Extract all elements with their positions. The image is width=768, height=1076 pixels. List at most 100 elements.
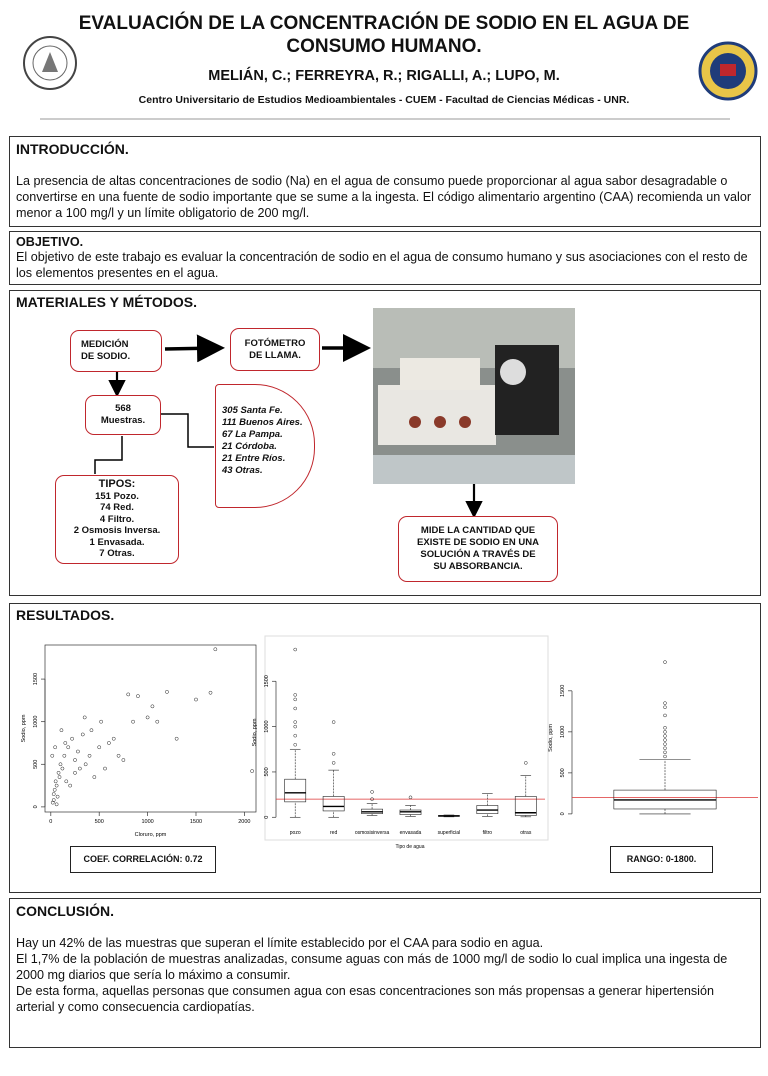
outlier	[293, 697, 297, 702]
header-graphics	[23, 36, 758, 120]
point	[99, 719, 103, 724]
x-tick-label: otras	[520, 830, 532, 836]
outlier	[663, 754, 667, 759]
line: 151 Pozo.	[95, 490, 139, 502]
point	[121, 758, 126, 762]
point	[126, 692, 131, 697]
affiliation: Centro Universitario de Estudios Medioam…	[138, 94, 630, 106]
paragraph: El 1,7% de la población de muestras anal…	[16, 952, 728, 982]
point	[53, 745, 58, 750]
x-tick-label: 0	[49, 819, 52, 825]
y-tick-label: 1500	[560, 685, 566, 697]
outlier	[663, 705, 667, 709]
outlier	[663, 742, 667, 746]
line: 67 La Pampa.	[222, 429, 283, 440]
point	[73, 770, 77, 775]
outlier	[663, 713, 667, 718]
x-tick-label: osmosisinversa	[355, 830, 390, 836]
x-tick-label: 1500	[190, 819, 202, 825]
x-tick-label: 2000	[238, 819, 250, 825]
outlier	[663, 725, 667, 730]
y-tick-label: 0	[33, 805, 39, 808]
x-tick-label: pozo	[290, 830, 301, 836]
point	[73, 758, 77, 762]
outlier	[331, 720, 336, 724]
outlier	[293, 720, 297, 724]
y-tick-label: 0	[560, 812, 566, 815]
paragraph: De esta forma, aquellas personas que con…	[16, 984, 714, 1014]
range-note: RANGO: 0-1800.	[610, 846, 713, 873]
x-tick-label: 1000	[141, 819, 153, 825]
panel-frame	[264, 635, 549, 841]
correlation-note: COEF. CORRELACIÓN: 0.72	[70, 846, 216, 873]
flow-arrows	[94, 334, 483, 519]
point	[59, 728, 64, 733]
paragraph: La presencia de altas concentraciones de…	[16, 174, 752, 220]
point	[116, 753, 121, 758]
line: 305 Santa Fe.	[222, 405, 283, 416]
x-tick-label: 500	[95, 819, 104, 825]
point	[62, 753, 67, 758]
x-tick-label: envasada	[400, 830, 422, 836]
outlier	[663, 660, 667, 664]
heading: OBJETIVO.	[16, 235, 84, 249]
y-axis-label: Sodio, ppm	[548, 724, 554, 752]
heading: CONCLUSIÓN.	[16, 903, 114, 919]
outlier	[663, 738, 667, 742]
point	[92, 775, 97, 779]
point	[76, 749, 80, 754]
x-axis-label: Tipo de agua	[395, 844, 424, 850]
outlier	[331, 752, 336, 756]
point	[174, 736, 179, 741]
point	[111, 736, 116, 741]
y-tick-label: 500	[264, 767, 270, 776]
line: 568	[115, 403, 131, 414]
outlier	[663, 746, 667, 751]
box	[322, 796, 345, 812]
point	[51, 792, 56, 796]
x-axis-label: Cloruro, ppm	[135, 832, 167, 838]
y-tick-label: 500	[560, 768, 566, 777]
line: FOTÓMETRO	[244, 337, 306, 349]
line: TIPOS:	[98, 478, 136, 491]
point	[103, 766, 107, 771]
point	[54, 783, 59, 788]
results-figures: 0 500 1000 1500 Sodio, ppm 0 500 1000 1500 2000 Cl…	[21, 635, 758, 850]
point	[136, 694, 140, 698]
results-section: RESULTADOS.	[9, 603, 761, 893]
x-tick-label: superficial	[438, 830, 461, 836]
line: 111 Buenos Aires.	[222, 417, 303, 428]
plot-frame	[44, 644, 257, 813]
point	[155, 719, 160, 724]
outlier	[663, 734, 667, 738]
line: DE LLAMA.	[249, 349, 301, 361]
device-box: FOTÓMETRO DE LLAMA.	[230, 328, 320, 371]
point	[80, 732, 85, 737]
objective-section: OBJETIVO. El objetivo de este trabajo es…	[9, 231, 761, 285]
outlier	[293, 647, 297, 652]
measure-box: MEDICIÓN DE SODIO.	[70, 330, 162, 372]
heading: INTRODUCCIÓN.	[16, 141, 129, 157]
line: MEDICIÓN	[81, 339, 129, 350]
outlier	[331, 761, 336, 765]
y-tick-label: 1000	[264, 720, 270, 732]
authors: MELIÁN, C.; FERREYRA, R.; RIGALLI, A.; L…	[208, 68, 560, 84]
point	[83, 762, 88, 767]
point	[60, 766, 65, 771]
point	[131, 719, 135, 724]
point	[250, 769, 254, 773]
provinces-box: 305 Santa Fe. 111 Buenos Aires. 67 La Pamp…	[215, 384, 315, 508]
line: 2 Osmosis Inversa.	[73, 525, 161, 537]
samples-box: 568 Muestras.	[85, 395, 161, 435]
methods-graphics	[94, 308, 575, 519]
outlier	[293, 693, 297, 697]
line: DE SODIO.	[81, 351, 131, 362]
y-tick-label: 500	[33, 760, 39, 769]
intro-section: INTRODUCCIÓN. La presencia de altas conc…	[9, 136, 761, 227]
point	[58, 762, 63, 767]
point	[57, 775, 62, 779]
photometer-photo	[373, 308, 575, 484]
heading: RESULTADOS.	[16, 607, 115, 623]
x-tick-label: red	[330, 830, 337, 836]
outlier	[663, 730, 667, 734]
